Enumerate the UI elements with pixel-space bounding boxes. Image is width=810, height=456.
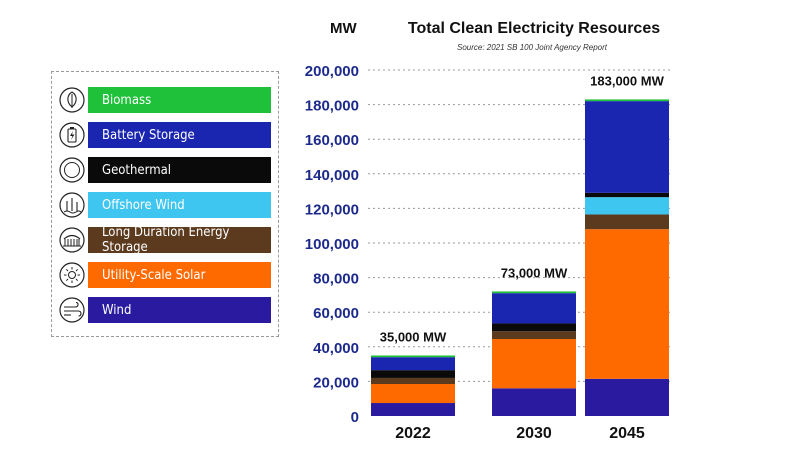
legend-swatch-wind: Wind — [88, 297, 271, 323]
bar-total-label: 183,000 MW — [590, 73, 664, 88]
bar-segment — [585, 99, 669, 102]
legend-item-offshore-wind: Offshore Wind — [59, 191, 271, 219]
legend-item-biomass: Biomass — [59, 86, 271, 114]
chart-subtitle: Source: 2021 SB 100 Joint Agency Report — [457, 43, 608, 52]
chart-title: Total Clean Electricity Resources — [408, 20, 660, 37]
legend-label-long-duration-energy-storage: Long Duration Energy Storage — [102, 225, 230, 255]
bar-segment — [371, 377, 455, 384]
legend-label-battery-storage: Battery Storage — [102, 127, 195, 143]
battery-icon — [59, 122, 85, 148]
bar-segment — [371, 403, 455, 416]
bar-segment — [371, 355, 455, 358]
y-tick-label: 60,000 — [313, 305, 359, 322]
bar-segment — [492, 323, 576, 332]
bar-segment — [492, 339, 576, 389]
bar-segment — [371, 357, 455, 371]
bars — [371, 99, 669, 416]
legend: Biomass Battery Storage Geothermal Offsh… — [51, 71, 279, 337]
legend-swatch-battery-storage: Battery Storage — [88, 122, 271, 148]
legend-item-long-duration-energy-storage: Long Duration Energy Storage — [59, 225, 271, 255]
bar-segment — [585, 192, 669, 198]
wind-icon — [59, 297, 85, 323]
bar-segment — [371, 383, 455, 404]
geothermal-icon — [59, 157, 85, 183]
y-tick-label: 140,000 — [305, 167, 359, 184]
legend-label-offshore-wind: Offshore Wind — [102, 197, 185, 213]
legend-swatch-geothermal: Geothermal — [88, 157, 271, 183]
y-tick-label: 180,000 — [305, 98, 359, 115]
bar-labels: 35,000 MW 2022 73,000 MW 2030 183,000 MW 2045 — [380, 73, 665, 442]
y-tick-label: 40,000 — [313, 340, 359, 357]
legend-label-wind: Wind — [102, 302, 132, 318]
y-tick-label: 80,000 — [313, 271, 359, 288]
y-axis-unit-label: MW — [330, 20, 357, 37]
bar-total-label: 73,000 MW — [501, 265, 568, 280]
y-axis-ticks: 0 20,000 40,000 60,000 80,000 100,000 120,000 1… — [305, 63, 359, 426]
x-category-label: 2030 — [516, 425, 552, 442]
bar-segment — [585, 101, 669, 193]
legend-label-biomass: Biomass — [102, 92, 152, 108]
bar-segment — [492, 331, 576, 340]
legend-label-utility-scale-solar: Utility-Scale Solar — [102, 267, 206, 283]
legend-item-utility-scale-solar: Utility-Scale Solar — [59, 261, 271, 289]
y-tick-label: 160,000 — [305, 132, 359, 149]
legend-item-geothermal: Geothermal — [59, 156, 271, 184]
legend-item-battery-storage: Battery Storage — [59, 121, 271, 149]
y-tick-label: 20,000 — [313, 374, 359, 391]
legend-label-geothermal: Geothermal — [102, 162, 171, 178]
bar-segment — [585, 197, 669, 215]
bar-total-label: 35,000 MW — [380, 329, 447, 344]
sun-icon — [59, 262, 85, 288]
offshore-wind-icon — [59, 192, 85, 218]
legend-swatch-biomass: Biomass — [88, 87, 271, 113]
bar-segment — [585, 229, 669, 379]
legend-item-wind: Wind — [59, 296, 271, 324]
bar-segment — [585, 378, 669, 416]
storage-facility-icon — [59, 227, 85, 253]
legend-swatch-utility-scale-solar: Utility-Scale Solar — [88, 262, 271, 288]
legend-swatch-offshore-wind: Offshore Wind — [88, 192, 271, 218]
x-category-label: 2045 — [609, 425, 645, 442]
leaf-icon — [59, 87, 85, 113]
y-tick-label: 100,000 — [305, 236, 359, 253]
bar-segment — [492, 388, 576, 416]
bar-segment — [371, 370, 455, 378]
legend-swatch-long-duration-energy-storage: Long Duration Energy Storage — [88, 225, 271, 255]
bar-segment — [492, 293, 576, 324]
bar-segment — [492, 291, 576, 294]
gridlines — [368, 69, 672, 382]
bar-segment — [585, 214, 669, 230]
y-tick-label: 120,000 — [305, 201, 359, 218]
x-category-label: 2022 — [395, 425, 431, 442]
y-tick-label: 0 — [351, 409, 359, 426]
y-tick-label: 200,000 — [305, 63, 359, 80]
